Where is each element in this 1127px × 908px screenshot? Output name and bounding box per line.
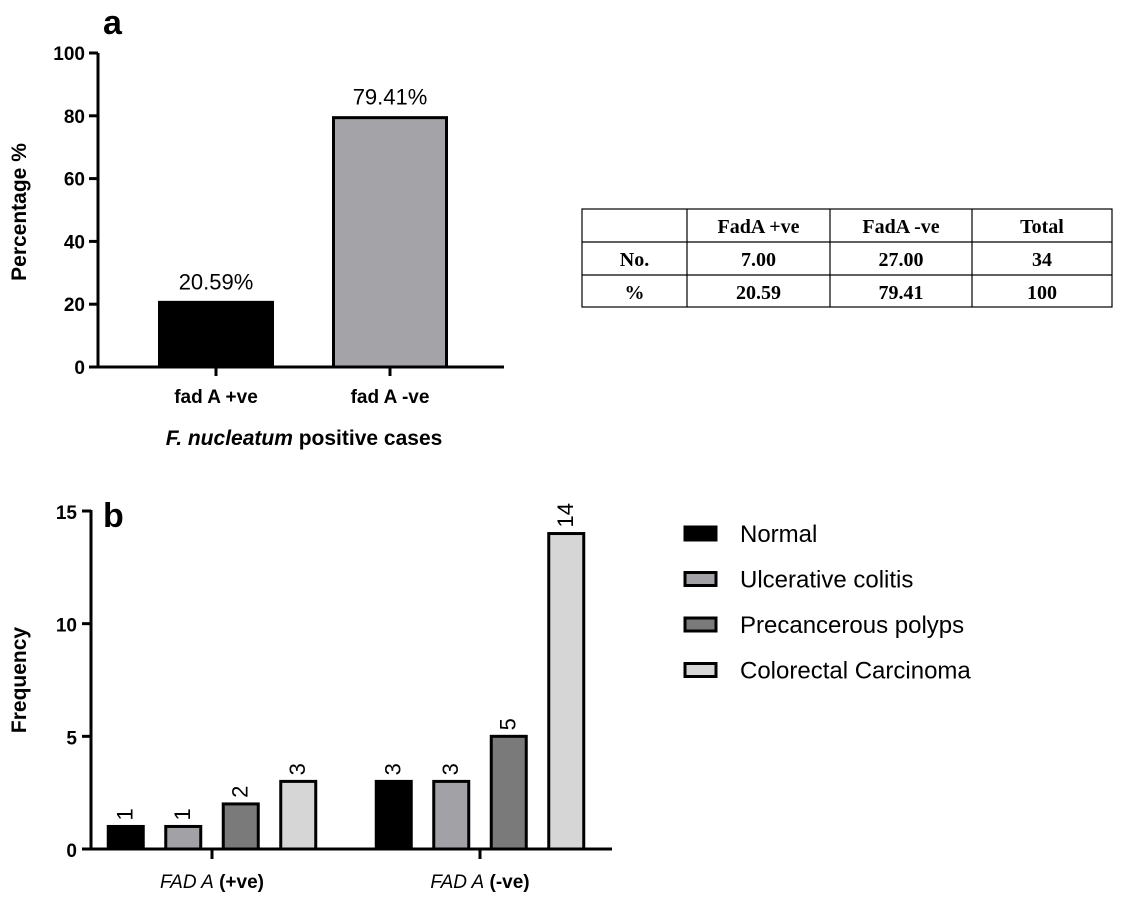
panel-b-bar-value-label: 2 xyxy=(228,786,253,798)
panel-a-y-tick-label: 100 xyxy=(53,44,85,65)
data-table: FadA +ve FadA -ve Total No. 7.00 27.00 34% 20.5… xyxy=(581,208,1113,308)
legend-label: Ulcerative colitis xyxy=(740,567,913,594)
panel-a-bar-value-label: 79.41% xyxy=(353,85,428,110)
panel-b-group-label-rest: (+ve) xyxy=(214,872,264,893)
legend-label: Precancerous polyps xyxy=(740,612,964,639)
panel-a-y-tick-label: 60 xyxy=(64,170,85,191)
panel-b-group-label: FAD A (+ve) xyxy=(160,872,264,893)
panel-b-bar xyxy=(106,824,145,851)
panel-b-bar-value-label: 5 xyxy=(496,718,521,730)
table-cell: 79.41 xyxy=(879,282,924,304)
panel-b-y-tick-label: 0 xyxy=(66,841,77,862)
panel-b-group-label-italic: FAD A xyxy=(430,872,484,893)
panel-b-group-labels: FAD A (+ve) FAD A (-ve) xyxy=(160,849,530,893)
panel-b-y-tick-label: 5 xyxy=(66,728,77,749)
table-cell: % xyxy=(625,282,645,304)
panel-a-x-axis-title-italic: F. nucleatum xyxy=(166,427,293,450)
table-cell: 100 xyxy=(1027,282,1057,304)
panel-a-y-tick-label: 40 xyxy=(64,232,85,253)
legend-swatch xyxy=(683,525,718,542)
panel-b-letter: b xyxy=(103,497,124,535)
legend-label: Colorectal Carcinoma xyxy=(740,658,971,685)
panel-a-bar xyxy=(332,116,448,369)
panel-a-x-axis-title-rest: positive cases xyxy=(293,427,442,450)
panel-a-y-tick-label: 20 xyxy=(64,295,85,316)
legend-swatch xyxy=(683,571,718,587)
panel-a-category-label: fad A -ve xyxy=(351,387,430,408)
panel-a-y-tick-label: 0 xyxy=(74,358,85,379)
table-header-cell: Total xyxy=(1020,216,1064,238)
table-header-cell: FadA -ve xyxy=(862,216,939,238)
table-cell: 27.00 xyxy=(879,249,924,271)
table-cell: 7.00 xyxy=(741,249,776,271)
panel-b-bar-value-label: 3 xyxy=(285,763,310,775)
panel-b-bar-value-label: 1 xyxy=(113,808,138,820)
panel-b-bar-value-label: 3 xyxy=(438,763,463,775)
legend-label: Normal xyxy=(740,521,817,548)
panel-a-bar-value-label: 20.59% xyxy=(179,269,254,294)
table-cell: 34 xyxy=(1032,249,1052,271)
table-cell: No. xyxy=(620,249,649,271)
panel-a-x-axis-title: F. nucleatum positive cases xyxy=(166,427,443,450)
panel-b-group-label-italic: FAD A xyxy=(160,872,214,893)
table-header-cell: FadA +ve xyxy=(718,216,800,238)
panel-a-bar xyxy=(158,300,274,369)
panel-b-bar xyxy=(432,779,471,851)
table-border xyxy=(581,208,1113,308)
panel-b-bar-value-label: 14 xyxy=(553,503,578,527)
panel-b-bar xyxy=(279,779,318,851)
panel-b-y-tick-label: 15 xyxy=(56,503,78,524)
panel-b-y-axis-title: Frequency xyxy=(8,627,31,734)
panel-a-category-labels: fad A +ve fad A -ve xyxy=(174,367,429,408)
panel-a-y-axis-ticks: 0 20 40 60 80 100 xyxy=(53,44,98,379)
panel-a-category-label: fad A +ve xyxy=(174,387,258,408)
panel-a-bars: 20.59% 79.41% xyxy=(158,85,448,369)
panel-b-bar xyxy=(547,532,586,851)
panel-a-letter: a xyxy=(103,4,123,42)
legend-swatch xyxy=(683,662,718,678)
panel-b-bar xyxy=(221,802,260,851)
panel-b-legend: Normal Ulcerative colitis Precancerous pol… xyxy=(683,521,971,685)
panel-b-y-axis-ticks: 0 5 10 15 xyxy=(56,503,91,862)
panel-b-bars: 1 3 1 3 2 5 3 14 xyxy=(106,503,586,851)
panel-b-y-tick-label: 10 xyxy=(56,616,77,637)
panel-b-group-label-rest: (-ve) xyxy=(484,872,529,893)
panel-b-bar-value-label: 1 xyxy=(170,808,195,820)
panel-b-bar xyxy=(164,824,203,851)
panel-b-group-label: FAD A (-ve) xyxy=(430,872,529,893)
legend-swatch xyxy=(683,616,718,633)
panel-b-bar xyxy=(374,779,413,851)
panel-a-y-axis-title: Percentage % xyxy=(8,143,31,281)
panel-b-bar xyxy=(489,734,528,851)
panel-b-bar-value-label: 3 xyxy=(381,763,406,775)
panel-a-y-tick-label: 80 xyxy=(64,107,85,128)
table-cell: 20.59 xyxy=(736,282,781,304)
